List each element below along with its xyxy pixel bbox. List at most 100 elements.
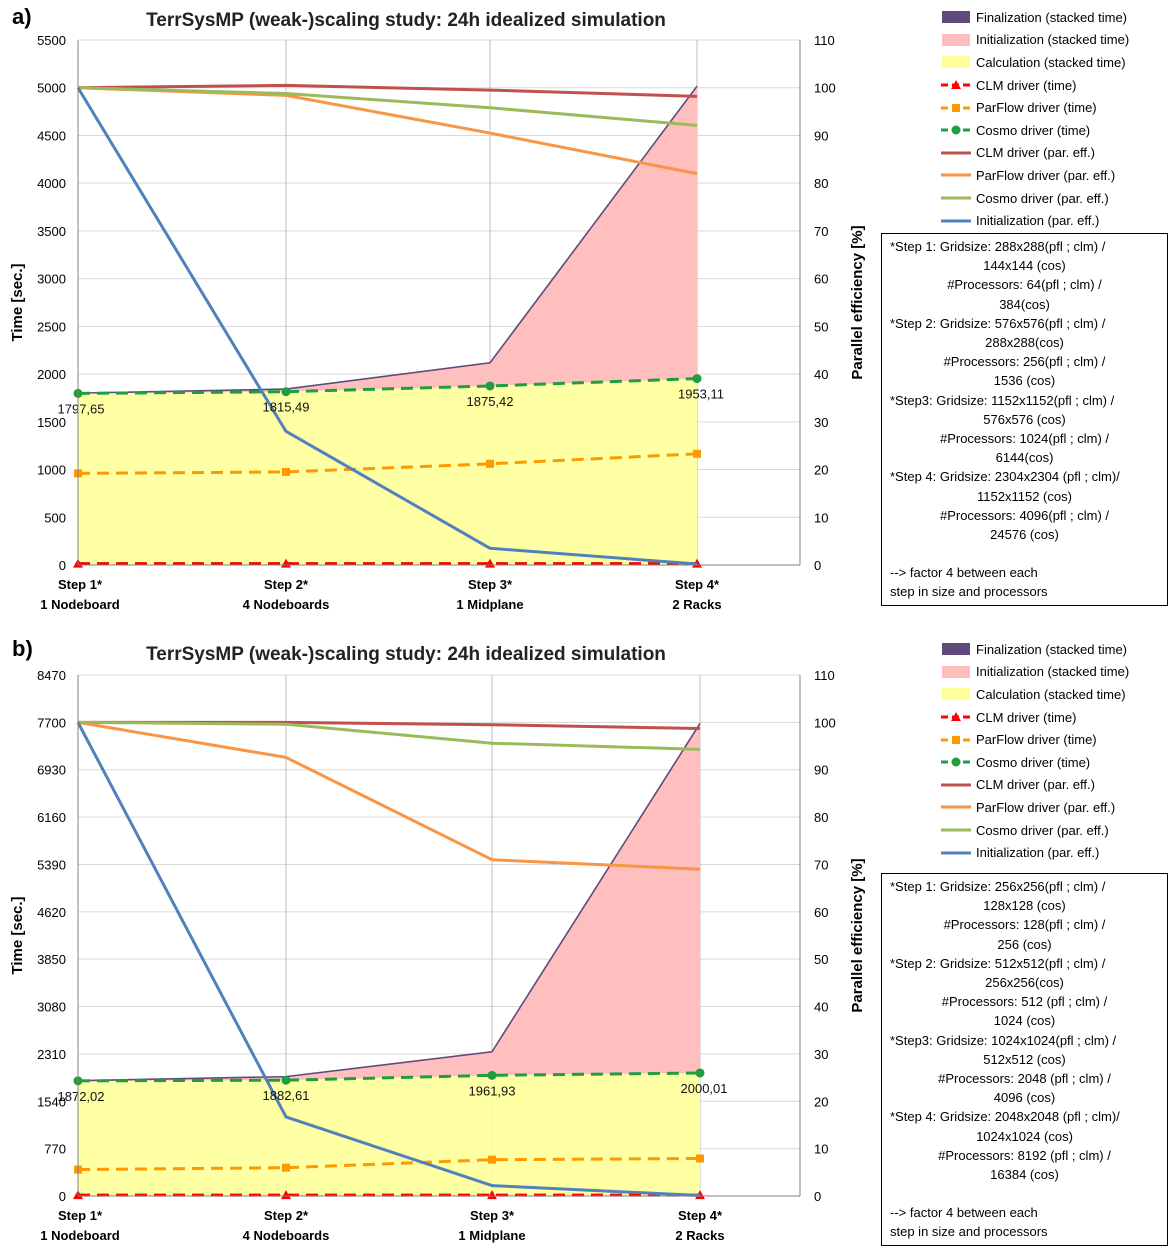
x-tick-label: Step 2* bbox=[264, 577, 309, 592]
legend-label: CLM driver (time) bbox=[976, 77, 1077, 93]
legend-swatch bbox=[941, 712, 971, 722]
legend-label: Calculation (stacked time) bbox=[976, 686, 1126, 702]
legend-swatch-marker bbox=[951, 125, 961, 135]
note-line: #Processors: 1024(pfl ; clm) / bbox=[939, 431, 1110, 447]
y2-tick-label: 100 bbox=[814, 81, 836, 96]
note-line: 512x512 (cos) bbox=[983, 1051, 1066, 1067]
legend-swatch bbox=[941, 757, 971, 767]
y2-axis-title: Parallel efficiency [%] bbox=[849, 225, 866, 379]
note-line: #Processors: 128(pfl ; clm) / bbox=[943, 917, 1106, 933]
legend-swatch bbox=[941, 805, 971, 809]
data-label: 1815,49 bbox=[263, 400, 310, 415]
note-line: #Processors: 512 (pfl ; clm) / bbox=[941, 994, 1108, 1010]
note-line: --> factor 4 between each bbox=[890, 565, 1038, 581]
y2-tick-label: 40 bbox=[814, 1000, 828, 1015]
y-tick-label: 6160 bbox=[37, 810, 66, 825]
legend-swatch bbox=[942, 665, 970, 678]
legend-item: Finalization (stacked time) bbox=[940, 638, 1172, 661]
calculation-area bbox=[78, 378, 697, 565]
initialization-area bbox=[78, 86, 697, 394]
y-tick-label: 1500 bbox=[37, 415, 66, 430]
clm-driver-par-eff-line bbox=[77, 83, 698, 98]
legend-swatch-fill bbox=[942, 56, 970, 69]
legend-item: Initialization (stacked time) bbox=[940, 29, 1172, 52]
legend-swatch-marker bbox=[951, 80, 961, 90]
initialization-par-eff-line bbox=[76, 86, 698, 566]
y-tick-label: 1540 bbox=[37, 1094, 66, 1109]
y2-tick-label: 60 bbox=[814, 272, 828, 287]
y-tick-label: 5500 bbox=[37, 33, 66, 48]
y-tick-label: 6930 bbox=[37, 763, 66, 778]
y2-axis-title: Parallel efficiency [%] bbox=[849, 858, 866, 1012]
legend-swatch bbox=[942, 33, 970, 46]
x-tick-sublabel: 1 Midplane bbox=[458, 1228, 525, 1243]
legend-swatch bbox=[941, 151, 971, 155]
chart-panel-a: a) TerrSysMP (weak-)scaling study: 24h i… bbox=[0, 0, 1172, 620]
legend-swatch-marker bbox=[951, 712, 961, 722]
note-line: 1024 (cos) bbox=[993, 1013, 1056, 1029]
legend-item: Initialization (par. eff.) bbox=[940, 841, 1172, 864]
legend-label: Cosmo driver (time) bbox=[976, 122, 1091, 138]
note-line: *Step 1: Gridsize: 288x288(pfl ; clm) / bbox=[890, 239, 1106, 254]
parflow-driver-time-line bbox=[77, 1156, 701, 1172]
y2-tick-label: 90 bbox=[814, 128, 828, 143]
y-tick-label: 3080 bbox=[37, 1000, 66, 1015]
x-tick-sublabel: 1 Midplane bbox=[456, 597, 523, 612]
note-line: *Step3: Gridsize: 1152x1152(pfl ; clm) / bbox=[890, 392, 1115, 408]
note-box-b: *Step 1: Gridsize: 256x256(pfl ; clm) / 1… bbox=[881, 873, 1168, 1246]
legend-label: CLM driver (par. eff.) bbox=[976, 777, 1095, 793]
y2-tick-label: 30 bbox=[814, 1047, 828, 1062]
data-label: 1961,93 bbox=[469, 1083, 516, 1098]
note-line: 16384 (cos) bbox=[990, 1167, 1059, 1183]
legend-item: ParFlow driver (par. eff.) bbox=[940, 796, 1172, 819]
legend-swatch bbox=[941, 851, 971, 855]
legend-swatch bbox=[941, 80, 971, 90]
legend-label: Cosmo driver (time) bbox=[976, 754, 1091, 770]
legend-swatch bbox=[941, 125, 971, 135]
x-tick-label: Step 1* bbox=[58, 1208, 103, 1223]
legend-label: Finalization (stacked time) bbox=[976, 641, 1127, 657]
cosmo-driver-time-point bbox=[487, 1070, 497, 1080]
legend-swatch bbox=[941, 173, 971, 177]
cosmo-driver-time-point bbox=[281, 1075, 291, 1085]
y-axis-title: Time [sec.] bbox=[9, 896, 26, 974]
x-tick-label: Step 1* bbox=[58, 577, 103, 592]
note-spacer bbox=[882, 544, 1167, 563]
y-tick-label: 770 bbox=[44, 1142, 66, 1157]
y-tick-label: 4500 bbox=[37, 128, 66, 143]
parflow-driver-time-point bbox=[693, 449, 701, 458]
panel-label: b) bbox=[12, 636, 33, 661]
cosmo-driver-time-point bbox=[695, 1068, 705, 1078]
note-line: 24576 (cos) bbox=[990, 527, 1059, 543]
note-line: step in size and processors bbox=[890, 584, 1048, 600]
y-tick-label: 7700 bbox=[37, 715, 66, 730]
y2-tick-label: 20 bbox=[814, 1094, 828, 1109]
note-line: *Step 4: Gridsize: 2304x2304 (pfl ; clm)… bbox=[890, 469, 1120, 485]
note-line: *Step 4: Gridsize: 2048x2048 (pfl ; clm)… bbox=[890, 1109, 1120, 1125]
data-label: 1872,02 bbox=[58, 1089, 105, 1104]
legend-swatch bbox=[941, 103, 971, 112]
y-tick-label: 5000 bbox=[37, 81, 66, 96]
clm-driver-time-point bbox=[281, 1190, 291, 1200]
note-line: 288x288(cos) bbox=[985, 335, 1064, 351]
legend-a: Finalization (stacked time) Initializatio… bbox=[940, 6, 1172, 232]
y2-tick-label: 30 bbox=[814, 415, 828, 430]
legend-item: Initialization (stacked time) bbox=[940, 661, 1172, 684]
legend-label: ParFlow driver (par. eff.) bbox=[976, 167, 1116, 183]
panel-label: a) bbox=[12, 4, 32, 29]
y2-tick-label: 70 bbox=[814, 857, 828, 872]
y-tick-label: 4000 bbox=[37, 176, 66, 191]
cosmo-driver-par-eff-line bbox=[77, 720, 701, 751]
legend-label: Cosmo driver (par. eff.) bbox=[976, 822, 1109, 838]
clm-driver-time-point bbox=[487, 1190, 497, 1200]
y2-tick-label: 70 bbox=[814, 224, 828, 239]
y-tick-label: 5390 bbox=[37, 857, 66, 872]
legend-swatch-fill bbox=[942, 33, 970, 46]
legend-item: Cosmo driver (par. eff.) bbox=[940, 187, 1172, 210]
legend-label: Initialization (par. eff.) bbox=[976, 213, 1100, 229]
y-tick-label: 0 bbox=[59, 1189, 66, 1204]
legend-swatch-marker bbox=[952, 103, 960, 112]
x-tick-label: Step 4* bbox=[675, 577, 720, 592]
legend-label: CLM driver (time) bbox=[976, 709, 1077, 725]
legend-label: Initialization (stacked time) bbox=[976, 32, 1130, 48]
